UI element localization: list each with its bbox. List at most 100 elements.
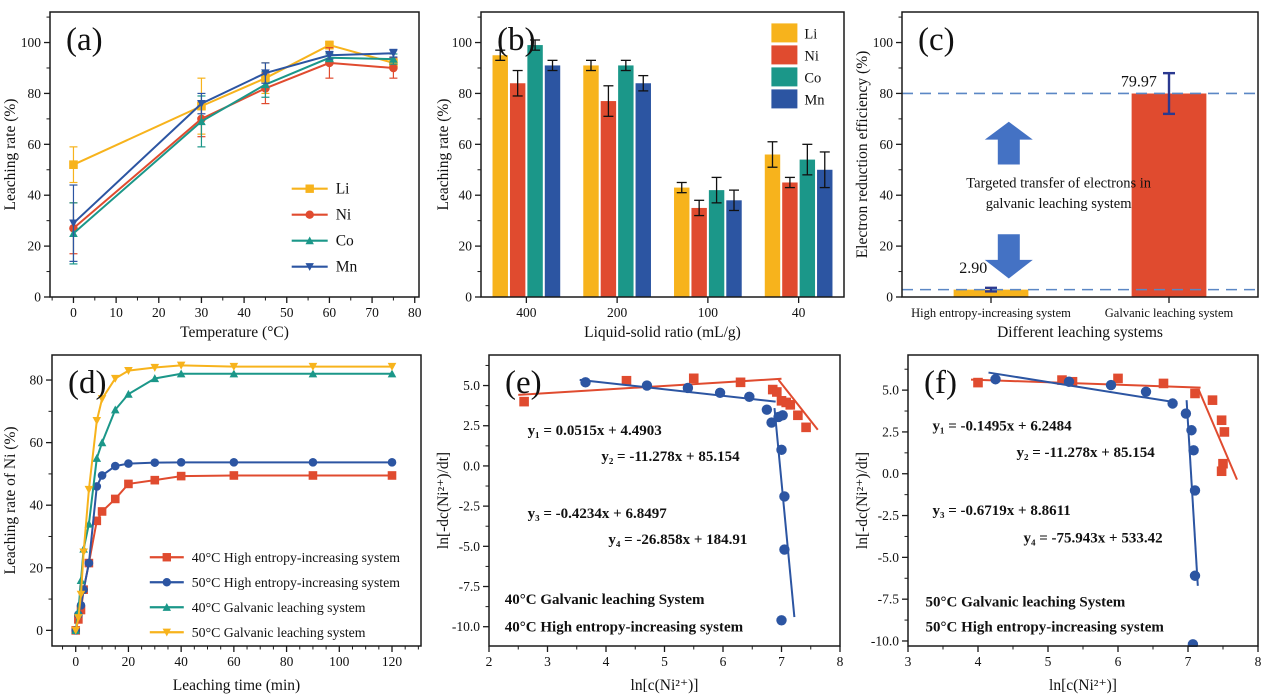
bar (691, 207, 707, 297)
series-50°C Galvanic leaching system (71, 361, 397, 635)
y-axis-label: Leaching rate (%) (2, 99, 19, 211)
series-Ni (509, 69, 798, 297)
x-tick-label: 3 (905, 654, 912, 669)
fit-equation: y₄ = -75.943x + 533.42 (1024, 531, 1163, 547)
panel-letter: (d) (68, 365, 106, 401)
x-tick-label: 100 (329, 654, 350, 669)
fit-equation: y₃ = -0.4234x + 6.8497 (528, 506, 668, 522)
x-tick-label: 5 (1045, 654, 1052, 669)
x-tick-label: 30 (195, 305, 209, 320)
y-tick-label: -10.0 (452, 619, 480, 634)
y-tick-label: 5.0 (463, 378, 480, 393)
y-tick-label: 5.0 (882, 383, 899, 398)
y-tick-label: 40 (880, 188, 894, 203)
y-tick-label: 60 (459, 137, 473, 152)
y-tick-label: 60 (28, 137, 42, 152)
panel-letter: (b) (497, 22, 535, 58)
y-tick-label: -5.0 (459, 539, 481, 554)
series-caption: 50°C Galvanic leaching System (926, 595, 1126, 611)
plot-area-b (492, 39, 833, 298)
axis-box (51, 354, 422, 647)
x-tick-label: 8 (837, 654, 844, 669)
fit-equation: y₂ = -11.278x + 85.154 (1017, 445, 1156, 461)
y-tick-label: 20 (880, 239, 894, 254)
fit-line (773, 407, 796, 618)
y-tick-label: 0 (886, 290, 893, 305)
y-tick-label: -7.5 (459, 579, 481, 594)
panel-letter: (f) (924, 365, 957, 401)
legend-label: Co (336, 233, 354, 250)
y-tick-label: 100 (452, 35, 473, 50)
axis-ticks: High entropy-increasing system Galvanic l… (873, 16, 1233, 320)
x-tick-label: 6 (720, 654, 727, 669)
panel-letter: (a) (66, 22, 103, 58)
legend-label: 40°C Galvanic leaching system (192, 600, 366, 615)
bar (764, 154, 781, 297)
x-tick-label: 200 (607, 305, 628, 320)
x-tick-label: 40 (792, 305, 806, 320)
bar (726, 200, 742, 297)
axis-ticks: 0 20 40 60 80 100 120 0 20 40 60 80 (30, 373, 419, 669)
x-tick-label: 100 (698, 305, 719, 320)
panel-letter: (c) (918, 22, 955, 58)
series-caption: 50°C High entropy-increasing system (926, 619, 1165, 635)
y-tick-label: -10.0 (871, 633, 899, 648)
y-tick-label: 0.0 (882, 466, 899, 481)
legend-label: Ni (804, 48, 819, 64)
x-tick-label: 0 (70, 305, 77, 320)
bar (953, 289, 1029, 297)
panel-a: 0 10 20 30 40 50 60 70 80 0 20 40 60 80 100 Temperature… (0, 0, 433, 345)
axis-box (49, 11, 420, 298)
x-tick-label: 5 (661, 654, 668, 669)
x-tick-label: 120 (382, 654, 403, 669)
x-axis-label: Leaching time (min) (173, 677, 300, 694)
axis-ticks: 0 10 20 30 40 50 60 70 80 0 20 40 60 80 100 (21, 16, 422, 320)
chart-c: High entropy-increasing system Galvanic l… (854, 11, 1259, 341)
y-axis-label: Leaching rate (%) (435, 99, 452, 211)
y-tick-label: 20 (28, 239, 42, 254)
bar (708, 190, 725, 297)
annotation-text: Targeted transfer of electrons in (966, 175, 1151, 191)
x-axis-label: Liquid-solid ratio (mL/g) (584, 324, 741, 341)
panel-letter: (e) (505, 365, 542, 401)
series-40°C Galvanic leaching system (71, 369, 397, 635)
plot-area-d (71, 361, 397, 635)
bar (799, 159, 816, 297)
legend-label: 50°C Galvanic leaching system (192, 625, 366, 640)
bar (583, 65, 599, 297)
bar (817, 169, 833, 297)
legend-label: 50°C High entropy-increasing system (192, 575, 400, 590)
series-Li (69, 40, 398, 184)
series-Mn (544, 59, 833, 297)
legend-label: 40°C High entropy-increasing system (192, 550, 400, 565)
chart-e: 2 3 4 5 6 7 8 5.0 2.5 0.0 -2.5 -5.0 -7.5 -10.0 ln[c(Ni… (435, 354, 844, 694)
x-tick-label: 10 (109, 305, 123, 320)
y-tick-label: 100 (21, 35, 42, 50)
x-tick-label: 7 (1185, 654, 1192, 669)
y-tick-label: 40 (30, 498, 44, 513)
plot-area-c (902, 71, 1258, 297)
bar (674, 187, 690, 297)
bar (635, 83, 651, 297)
bar (492, 55, 508, 298)
plot-area-e (518, 373, 819, 626)
series-Li (492, 49, 781, 298)
y-axis-label: Electron reduction efficiency (%) (854, 51, 871, 259)
y-tick-label: 20 (30, 560, 44, 575)
axis-ticks: 3 4 5 6 7 8 5.0 2.5 0.0 -2.5 -5.0 -7.5 -10.0 (871, 368, 1262, 669)
legend: Li Ni Co Mn (771, 23, 825, 109)
fit-equation: y₁ = 0.0515x + 4.4903 (528, 423, 662, 439)
y-tick-label: -5.0 (878, 550, 900, 565)
bar (544, 65, 561, 297)
chart-d: 0 20 40 60 80 100 120 0 20 40 60 80 Leaching time (m… (2, 354, 422, 694)
legend: 40°C High entropy-increasing system 50°C … (149, 550, 400, 640)
x-tick-label: High entropy-increasing system (911, 306, 1071, 320)
y-tick-label: -2.5 (459, 499, 481, 514)
axis-box (901, 11, 1259, 298)
fit-line (777, 379, 819, 431)
legend-label: Mn (804, 92, 825, 108)
panel-d: 0 20 40 60 80 100 120 0 20 40 60 80 Leaching time (m… (0, 345, 433, 698)
y-tick-label: 40 (459, 188, 473, 203)
